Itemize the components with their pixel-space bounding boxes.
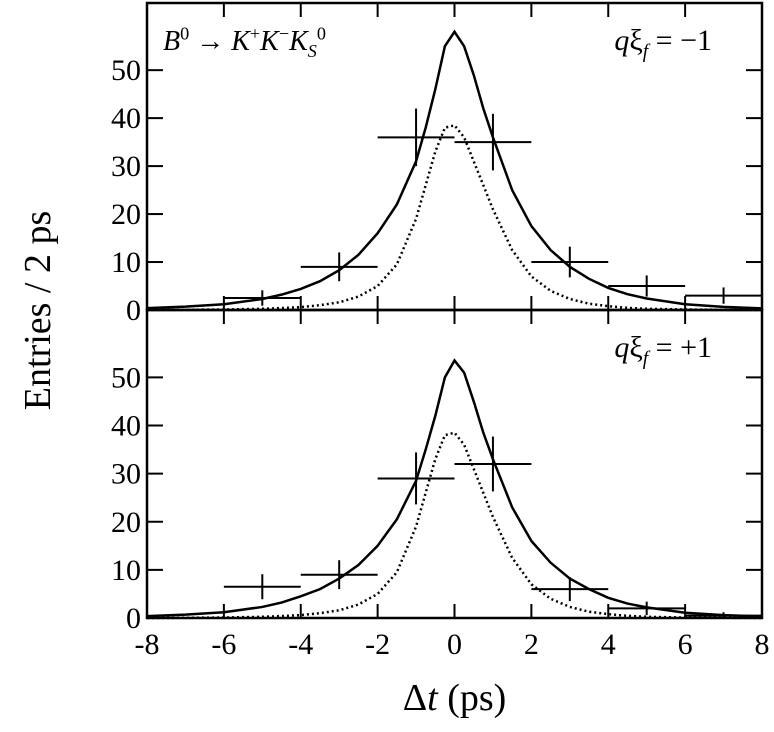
fit-curve: [146, 123, 763, 312]
y-tick-label: 40: [111, 410, 141, 443]
y-tick-label: 20: [111, 198, 141, 231]
y-tick-label: 30: [111, 150, 141, 183]
text-part: K: [230, 26, 251, 57]
y-tick-label: 30: [111, 458, 141, 491]
y-tick-label: 10: [111, 246, 141, 279]
text-part: −: [279, 23, 289, 43]
x-tick-label: -4: [288, 628, 313, 661]
text-part: +: [250, 23, 260, 43]
y-tick-label: 0: [126, 294, 141, 327]
text-part: t: [427, 677, 439, 719]
fit-curve: [146, 358, 763, 618]
text-part: q: [614, 24, 629, 57]
fit-curve: [146, 431, 763, 620]
x-axis-label: Δt (ps): [403, 677, 507, 719]
panel-label: qξf = −1: [614, 24, 712, 63]
panel-label: qξf = +1: [614, 331, 712, 370]
text-part: 0: [317, 23, 326, 43]
y-tick-label: 50: [111, 361, 141, 394]
text-part: (ps): [438, 677, 507, 719]
y-tick-label: 20: [111, 506, 141, 539]
text-part: q: [614, 331, 629, 364]
text-part: ξ: [629, 24, 642, 57]
x-tick-label: 2: [524, 628, 539, 661]
y-tick-label: 40: [111, 102, 141, 135]
text-part: S: [308, 41, 317, 61]
x-tick-label: 6: [678, 628, 693, 661]
x-tick-label: -2: [365, 628, 390, 661]
text-part: f: [643, 42, 651, 63]
x-tick-label: 8: [755, 628, 770, 661]
x-tick-label: 4: [601, 628, 616, 661]
text-part: B: [163, 26, 180, 57]
x-tick-label: 0: [447, 628, 462, 661]
fit-curve: [146, 29, 763, 310]
y-tick-label: 0: [126, 602, 141, 635]
text-part: K: [288, 26, 309, 57]
x-tick-label: -8: [135, 628, 160, 661]
text-part: = −1: [648, 24, 712, 57]
text-part: →: [189, 26, 231, 57]
annotation: B0 → K+K−KS0: [163, 23, 326, 61]
text-part: = +1: [648, 331, 712, 364]
text-part: K: [259, 26, 280, 57]
y-axis-label: Entries / 2 ps: [17, 211, 59, 410]
text-part: f: [643, 349, 651, 370]
x-tick-label: -6: [211, 628, 236, 661]
text-part: Δ: [403, 677, 427, 719]
y-tick-label: 10: [111, 554, 141, 587]
y-tick-label: 50: [111, 54, 141, 87]
text-part: ξ: [629, 331, 642, 364]
text-part: 0: [180, 23, 189, 43]
